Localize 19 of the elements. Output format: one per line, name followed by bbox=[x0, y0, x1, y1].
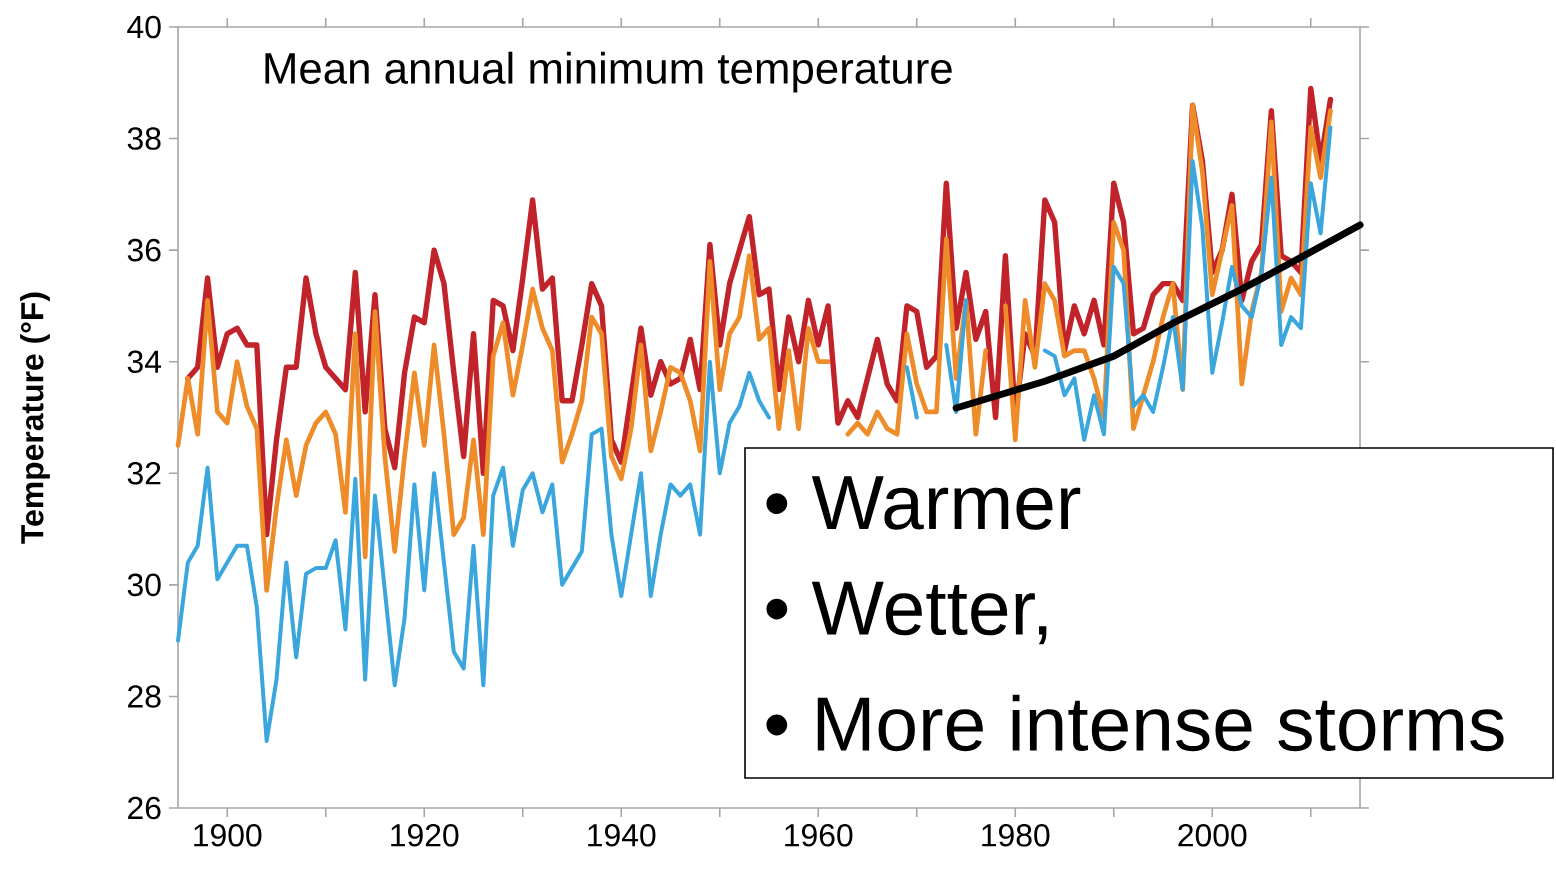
y-tick-label: 26 bbox=[128, 796, 161, 820]
annotation: • More intense storms bbox=[766, 694, 1504, 752]
y-tick-label: 38 bbox=[127, 127, 161, 150]
y-tick-label: 28 bbox=[128, 685, 161, 708]
y-tick-label: 36 bbox=[127, 238, 161, 262]
annotation: • Warmer bbox=[766, 476, 1081, 530]
annotation: • Wetter, bbox=[766, 581, 1047, 645]
x-tick-label: 1920 bbox=[391, 824, 459, 847]
y-tick-label: 40 bbox=[127, 15, 161, 39]
text: Mean annual minimum temperature bbox=[265, 51, 952, 93]
x-tick-label: 2000 bbox=[1178, 824, 1247, 847]
x-tick-label: 1900 bbox=[194, 824, 262, 847]
x-tick-label: 1960 bbox=[785, 824, 853, 847]
y-axis-title: Temperature (°F) bbox=[20, 292, 50, 544]
x-tick-label: 1940 bbox=[588, 824, 656, 847]
y-tick-label: 34 bbox=[127, 350, 162, 373]
y-tick-label: 30 bbox=[127, 573, 161, 597]
y-tick-label: 32 bbox=[127, 462, 161, 485]
x-tick-label: 1980 bbox=[982, 824, 1050, 847]
